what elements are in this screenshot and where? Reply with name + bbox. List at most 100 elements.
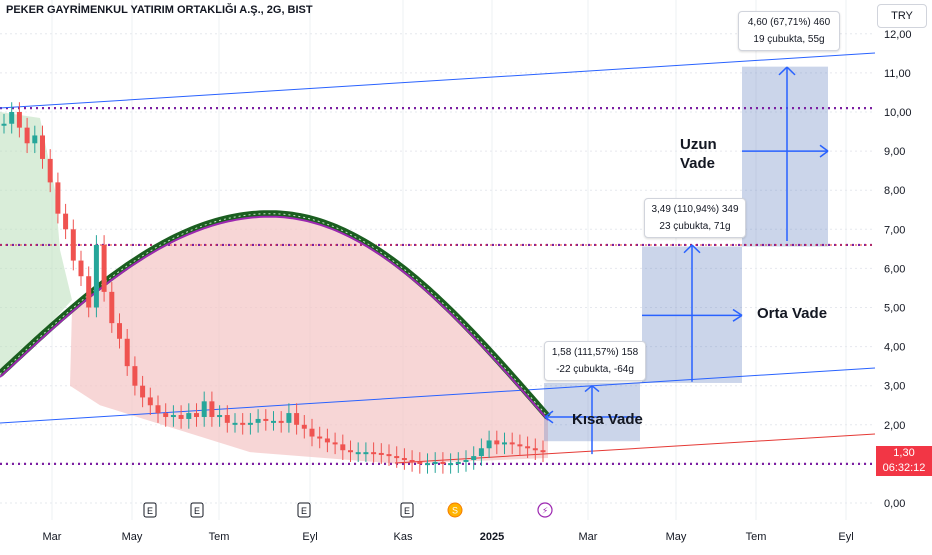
candles bbox=[1, 102, 546, 474]
candle-body bbox=[271, 420, 276, 423]
arrow-line bbox=[544, 416, 554, 424]
candle-body bbox=[163, 413, 169, 417]
candle-body bbox=[24, 127, 30, 144]
y-tick-label: 12,00 bbox=[884, 29, 912, 41]
candle-body bbox=[394, 456, 400, 459]
y-tick-label: 0,00 bbox=[884, 498, 905, 510]
candle-body bbox=[371, 452, 377, 455]
lower-trendline[interactable] bbox=[0, 367, 876, 424]
candle-body bbox=[378, 452, 384, 455]
x-tick-label: 2025 bbox=[480, 531, 504, 543]
arrow-line bbox=[778, 66, 788, 76]
mid-term-info-box[interactable]: 3,49 (110,94%) 349 23 çubukta, 71g bbox=[644, 198, 746, 238]
x-tick-label: Mar bbox=[43, 531, 62, 543]
candle-body bbox=[93, 244, 99, 308]
chart-title: PEKER GAYRİMENKUL YATIRIM ORTAKLIĞI A.Ş.… bbox=[6, 4, 313, 16]
candle-body bbox=[324, 438, 330, 443]
candle-body bbox=[194, 413, 199, 417]
candle-body bbox=[224, 415, 230, 423]
candle-body bbox=[440, 461, 446, 464]
upper-trendline[interactable] bbox=[0, 52, 876, 109]
dividend-marker[interactable] bbox=[447, 502, 463, 518]
candle-body bbox=[32, 135, 38, 144]
candle-body bbox=[502, 442, 507, 445]
candle-body bbox=[101, 244, 107, 292]
y-tick-label: 8,00 bbox=[884, 185, 905, 197]
candle-body bbox=[55, 182, 61, 214]
earnings-marker-label: E bbox=[301, 506, 307, 516]
y-tick-label: 2,00 bbox=[884, 420, 905, 432]
earnings-marker[interactable] bbox=[297, 502, 311, 518]
candle-body bbox=[117, 323, 122, 339]
arrow-line bbox=[732, 308, 743, 316]
candle-body bbox=[486, 440, 492, 449]
earnings-marker-label: E bbox=[147, 506, 153, 516]
candle-body bbox=[78, 260, 84, 277]
candle-body bbox=[417, 461, 423, 464]
candle-body bbox=[209, 401, 215, 417]
candle-body bbox=[286, 413, 292, 423]
x-tick-label: Eyl bbox=[838, 531, 853, 543]
candle-body bbox=[109, 291, 115, 324]
mid-term-bars: 23 çubukta, 71g bbox=[659, 221, 731, 232]
earnings-marker-label: E bbox=[194, 506, 200, 516]
candle-body bbox=[170, 415, 176, 418]
arrow-line bbox=[819, 144, 829, 152]
y-tick-label: 3,00 bbox=[884, 381, 905, 393]
projection-arrows bbox=[544, 66, 829, 455]
long-term-label-line1: Uzun bbox=[680, 136, 717, 153]
candle-body bbox=[425, 463, 430, 466]
candle-body bbox=[332, 442, 338, 445]
y-axis: 0,001,002,003,004,005,006,007,008,009,00… bbox=[884, 29, 912, 510]
candle-body bbox=[301, 424, 307, 429]
candle-body bbox=[494, 440, 500, 445]
candle-body bbox=[178, 415, 184, 419]
earnings-marker-label: E bbox=[404, 506, 410, 516]
earnings-marker[interactable] bbox=[143, 502, 157, 518]
long-term-label-line2: Vade bbox=[680, 155, 716, 172]
y-tick-label: 5,00 bbox=[884, 303, 905, 315]
split-marker[interactable] bbox=[537, 502, 553, 518]
short-term-info-box[interactable]: 1,58 (111,57%) 158 -22 çubukta, -64g bbox=[544, 341, 646, 381]
candle-body bbox=[463, 459, 469, 462]
earnings-marker[interactable] bbox=[190, 502, 204, 518]
currency-button[interactable]: TRY bbox=[877, 4, 927, 28]
candle-body bbox=[124, 338, 130, 367]
last-price: 1,30 bbox=[893, 447, 915, 459]
candle-body bbox=[263, 418, 269, 421]
candle-body bbox=[9, 112, 15, 124]
ma-arc-ticks bbox=[0, 213, 549, 418]
arrow-line bbox=[591, 385, 600, 393]
candle-body bbox=[509, 442, 515, 445]
candle-body bbox=[309, 428, 315, 437]
candle-body bbox=[432, 461, 438, 464]
candle-body bbox=[147, 397, 153, 406]
arrow-line bbox=[683, 244, 693, 254]
arrow-line bbox=[786, 66, 796, 76]
candle-body bbox=[232, 422, 238, 425]
candle-body bbox=[217, 415, 223, 418]
dividend-marker-label: S bbox=[452, 506, 458, 516]
earnings-marker[interactable] bbox=[400, 502, 414, 518]
arrow-line bbox=[732, 314, 743, 322]
x-tick-label: May bbox=[666, 531, 687, 543]
bar-countdown: 06:32:12 bbox=[882, 462, 926, 474]
candle-body bbox=[201, 401, 207, 417]
candle-body bbox=[70, 229, 76, 261]
candle-body bbox=[63, 213, 69, 230]
candle-body bbox=[278, 420, 284, 423]
candle-body bbox=[525, 446, 531, 449]
candle-body bbox=[363, 452, 369, 455]
x-tick-label: Tem bbox=[209, 531, 230, 543]
long-term-info-box[interactable]: 4,60 (67,71%) 460 19 çubukta, 55g bbox=[738, 11, 840, 51]
candle-body bbox=[86, 276, 92, 308]
candle-body bbox=[294, 413, 300, 425]
short-term-label: Kısa Vade bbox=[572, 411, 643, 428]
candle-body bbox=[540, 450, 546, 453]
candle-body bbox=[532, 448, 538, 451]
y-tick-label: 9,00 bbox=[884, 146, 905, 158]
x-tick-label: Eyl bbox=[302, 531, 317, 543]
projection-zone[interactable] bbox=[742, 66, 828, 247]
candle-body bbox=[471, 456, 477, 460]
